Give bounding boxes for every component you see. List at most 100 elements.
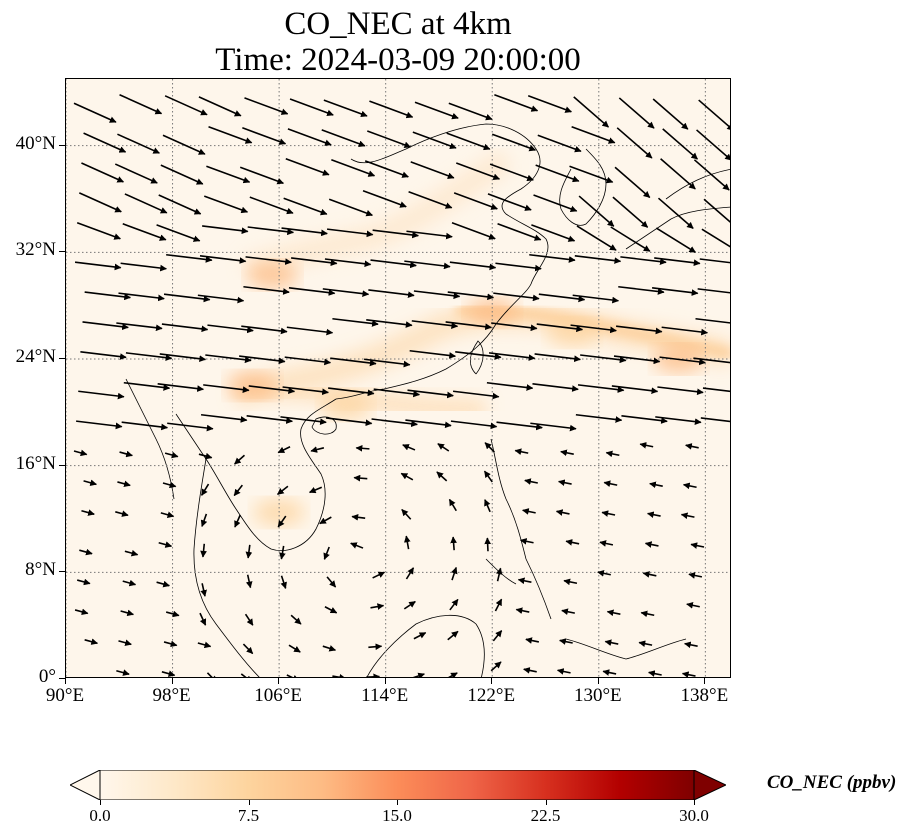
wind-arrow xyxy=(122,579,137,587)
wind-arrow xyxy=(523,667,537,674)
wind-arrow xyxy=(243,285,290,295)
wind-arrow xyxy=(321,129,366,147)
wind-arrow xyxy=(161,323,209,333)
wind-arrow xyxy=(116,669,130,676)
wind-arrow xyxy=(647,511,661,518)
wind-arrow xyxy=(332,673,347,677)
lon-tick-label-4: 122°E xyxy=(467,685,516,706)
coastlines xyxy=(125,123,730,677)
wind-arrow xyxy=(448,672,458,677)
wind-arrow xyxy=(447,630,459,641)
wind-arrow xyxy=(73,449,88,457)
wind-arrow xyxy=(242,127,287,145)
colorbar-min-extend xyxy=(68,769,101,801)
wind-arrow xyxy=(494,598,503,612)
wind-arrow xyxy=(497,223,542,241)
wind-arrow xyxy=(368,643,383,651)
plume-hotspot-4 xyxy=(546,318,599,347)
wind-arrow xyxy=(695,317,730,324)
wind-arrow xyxy=(597,570,611,577)
wind-arrow xyxy=(245,574,253,589)
wind-arrow xyxy=(408,191,453,209)
colorbar-tick-mark-0 xyxy=(100,800,101,805)
colorbar-tick-label-0: 0.0 xyxy=(89,806,111,825)
wind-arrow xyxy=(685,443,699,450)
colorbar-max-extend xyxy=(693,769,728,801)
wind-arrow xyxy=(451,221,496,240)
wind-arrow xyxy=(81,509,95,516)
co-concentration-field xyxy=(226,149,730,527)
wind-arrow xyxy=(366,673,381,677)
wind-arrow xyxy=(649,481,663,489)
wind-arrow xyxy=(681,671,696,677)
wind-arrow xyxy=(353,474,368,482)
wind-arrow xyxy=(690,542,705,549)
wind-arrow xyxy=(403,600,416,610)
wind-arrow xyxy=(123,381,171,391)
wind-arrow xyxy=(326,576,337,588)
wind-arrow xyxy=(603,480,618,488)
wind-arrow xyxy=(282,386,329,396)
wind-arrow xyxy=(240,673,253,677)
lon-tick-mark-1 xyxy=(171,678,173,684)
wind-arrow xyxy=(288,287,336,296)
wind-arrow xyxy=(157,383,204,392)
wind-arrow xyxy=(117,480,131,488)
wind-arrow xyxy=(280,575,287,589)
wind-arrow xyxy=(328,198,373,217)
wind-arrow xyxy=(599,540,614,547)
wind-arrow xyxy=(205,354,252,364)
wind-arrow xyxy=(414,101,459,120)
wind-arrow xyxy=(319,516,332,525)
wind-arrow xyxy=(308,486,323,494)
wind-arrow xyxy=(200,413,248,423)
wind-arrow xyxy=(578,195,615,227)
wind-arrow xyxy=(680,512,695,520)
lat-tick-mark-4 xyxy=(59,571,65,573)
wind-arrow xyxy=(203,195,249,214)
lat-tick-mark-5 xyxy=(59,678,65,679)
wind-arrow xyxy=(648,670,662,677)
wind-arrow xyxy=(515,607,530,614)
lon-tick-mark-6 xyxy=(704,678,706,684)
wind-arrow xyxy=(242,643,254,655)
wind-arrow xyxy=(115,510,129,517)
wind-arrow xyxy=(409,349,456,359)
wind-arrow xyxy=(605,450,620,458)
wind-arrow xyxy=(565,539,580,546)
wind-arrow xyxy=(621,415,668,424)
wind-arrow xyxy=(701,228,730,248)
wind-arrow xyxy=(277,446,291,454)
wind-arrow xyxy=(284,356,332,366)
wind-arrow xyxy=(446,132,491,151)
wind-arrow xyxy=(517,577,532,585)
wind-arrow xyxy=(84,291,131,301)
wind-arrow xyxy=(437,443,450,452)
wind-arrow xyxy=(164,451,179,459)
wind-arrow xyxy=(279,545,286,560)
lon-tick-mark-0 xyxy=(65,678,66,684)
wind-arrow xyxy=(239,166,284,185)
wind-arrow xyxy=(535,164,580,183)
wind-arrow xyxy=(124,193,168,214)
figure-title-line1: CO_NEC at 4km xyxy=(284,6,512,42)
wind-arrow xyxy=(156,224,201,242)
wind-arrow xyxy=(697,288,730,294)
wind-arrow xyxy=(277,485,289,496)
wind-arrow xyxy=(120,609,134,617)
wind-arrow xyxy=(372,571,386,579)
wind-arrow xyxy=(323,546,330,560)
wind-arrow xyxy=(367,130,412,149)
colorbar xyxy=(68,769,728,801)
wind-arrow xyxy=(162,134,206,155)
wind-arrow xyxy=(283,197,328,216)
wind-arrow xyxy=(158,194,202,215)
wind-arrow xyxy=(614,166,651,199)
wind-arrow xyxy=(655,416,702,425)
wind-arrow xyxy=(638,640,653,648)
wind-arrow xyxy=(277,515,287,528)
wind-arrow xyxy=(328,387,375,397)
wind-arrow xyxy=(281,227,328,237)
wind-arrow xyxy=(558,479,572,486)
lat-tick-label-1: 32°N xyxy=(15,239,56,261)
